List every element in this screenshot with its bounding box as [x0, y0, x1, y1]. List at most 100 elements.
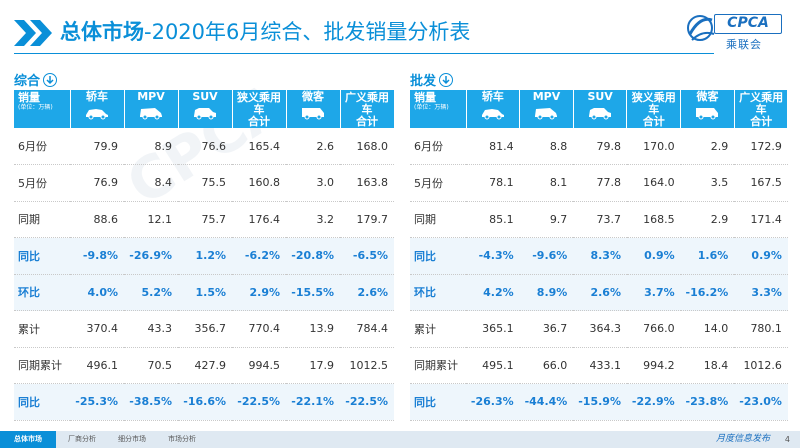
slide-header: 总体市场-2020年6月综合、批发销量分析表 CPCA 乘联会 [0, 0, 800, 62]
table-cell: 77.8 [573, 164, 627, 202]
table-cell: 76.6 [178, 128, 232, 165]
table-cell: 5.2% [124, 274, 178, 311]
table-cell: 43.3 [124, 310, 178, 348]
footer-slogan: 月度信息发布 [715, 434, 770, 444]
row-label: 环比 [14, 274, 70, 311]
table-cell: 1.2% [178, 237, 232, 275]
table-row: 同期累计 495.1 66.0 433.1 994.2 18.4 1012.6 [410, 347, 788, 384]
table-row: 同比 -4.3% -9.6% 8.3% 0.9% 1.6% 0.9% [410, 237, 788, 275]
column-header: MPV [124, 90, 179, 128]
mpv-car-icon [535, 108, 558, 120]
section-label-text: 综合 [14, 74, 41, 89]
table-row: 5月份 76.9 8.4 75.5 160.8 3.0 163.8 [14, 164, 394, 202]
table-cell: 994.2 [626, 347, 681, 384]
row-label: 同期 [14, 201, 70, 238]
row-label: 累计 [14, 310, 70, 348]
table-cell: 1.5% [178, 274, 232, 311]
table-row: 6月份 79.9 8.9 76.6 165.4 2.6 168.0 [14, 128, 394, 165]
table-cell: 165.4 [232, 128, 286, 165]
table-cell: 8.3% [573, 237, 627, 275]
table-cell: 496.1 [70, 347, 124, 384]
table-cell: 1.6% [680, 237, 735, 275]
table-cell: 8.9 [124, 128, 178, 165]
table-cell: -22.5% [340, 383, 394, 421]
table-cell: -16.6% [178, 383, 232, 421]
table-cell: -26.9% [124, 237, 178, 275]
table-cell: 8.9% [519, 274, 574, 311]
row-label: 同期累计 [14, 347, 70, 384]
table-cell: 0.9% [626, 237, 681, 275]
table-cell: 784.4 [340, 310, 394, 348]
table-cell: 3.0 [286, 164, 340, 202]
row-label: 环比 [410, 274, 466, 311]
table-cell: -16.2% [680, 274, 735, 311]
logo-subtext: 乘联会 [726, 38, 762, 51]
down-arrow-icon [439, 72, 454, 87]
table-cell: 13.9 [286, 310, 340, 348]
section-label-wholesale: 批发 [410, 70, 454, 89]
table-cell: 1012.5 [340, 347, 394, 384]
table-cell: 2.9 [680, 201, 735, 238]
sedan-car-icon [481, 109, 504, 120]
table-cell: 9.7 [519, 201, 574, 238]
table-row: 环比 4.2% 8.9% 2.6% 3.7% -16.2% 3.3% [410, 274, 788, 311]
table-cell: 2.6 [286, 128, 340, 165]
table-cell: 163.8 [340, 164, 394, 202]
mpv-car-icon [140, 108, 162, 120]
column-header: 广义乘用车 合计 [340, 90, 395, 128]
wholesale-sales-table: 销量 (单位：万辆) 轿车 MPV SUV 狭义乘用车 合计 微客 广义乘用车 合计 6月份 81… [410, 90, 789, 421]
table-cell: 8.4 [124, 164, 178, 202]
cpca-emblem-icon [687, 15, 715, 41]
table-cell: 3.3% [734, 274, 788, 311]
footer-tab-overall[interactable]: 总体市场 [0, 431, 56, 448]
table-cell: 12.1 [124, 201, 178, 238]
table-cell: 172.9 [734, 128, 788, 165]
footer-tab-manufacturers[interactable]: 厂商分析 [68, 435, 96, 443]
suv-car-icon [194, 108, 216, 120]
table-cell: 167.5 [734, 164, 788, 202]
row-label: 5月份 [410, 164, 466, 202]
table-cell: 160.8 [232, 164, 286, 202]
table-cell: 356.7 [178, 310, 232, 348]
footer-tab-segments[interactable]: 细分市场 [118, 435, 146, 443]
table-cell: -20.8% [286, 237, 340, 275]
table-cell: -4.3% [466, 237, 520, 275]
table-cell: 1012.6 [734, 347, 788, 384]
down-arrow-icon [43, 72, 58, 87]
row-label: 5月份 [14, 164, 70, 202]
table-cell: 81.4 [466, 128, 520, 165]
column-header: 轿车 [70, 90, 125, 128]
table-row: 5月份 78.1 8.1 77.8 164.0 3.5 167.5 [410, 164, 788, 202]
table-cell: 433.1 [573, 347, 627, 384]
header-cell-sales: 销量 (单位：万辆) [14, 90, 71, 128]
suv-car-icon [589, 108, 612, 120]
section-label-combined: 综合 [14, 70, 58, 89]
row-label: 6月份 [410, 128, 466, 165]
title-bold: 总体市场 [60, 20, 144, 44]
table-cell: 364.3 [573, 310, 627, 348]
table-cell: 2.9% [232, 274, 286, 311]
table-cell: -15.5% [286, 274, 340, 311]
table-cell: 75.5 [178, 164, 232, 202]
table-cell: 17.9 [286, 347, 340, 384]
row-label: 同比 [410, 237, 466, 275]
table-row: 环比 4.0% 5.2% 1.5% 2.9% -15.5% 2.6% [14, 274, 394, 311]
table-cell: 0.9% [734, 237, 788, 275]
table-cell: 4.0% [70, 274, 124, 311]
table-cell: 88.6 [70, 201, 124, 238]
table-cell: 79.9 [70, 128, 124, 165]
row-label: 累计 [410, 310, 466, 348]
table-row: 累计 365.1 36.7 364.3 766.0 14.0 780.1 [410, 310, 788, 348]
table-cell: 168.5 [626, 201, 681, 238]
title-rest: -2020年6月综合、批发销量分析表 [144, 20, 471, 44]
table-cell: 495.1 [466, 347, 520, 384]
footer-tab-market[interactable]: 市场分析 [168, 435, 196, 443]
table-cell: -26.3% [466, 383, 520, 421]
table-cell: 3.5 [680, 164, 735, 202]
table-cell: 176.4 [232, 201, 286, 238]
table-cell: -6.2% [232, 237, 286, 275]
table-row: 同比 -25.3% -38.5% -16.6% -22.5% -22.1% -22.5% [14, 383, 394, 421]
table-cell: 70.5 [124, 347, 178, 384]
table-cell: 85.1 [466, 201, 520, 238]
double-chevron-icon [14, 20, 52, 46]
